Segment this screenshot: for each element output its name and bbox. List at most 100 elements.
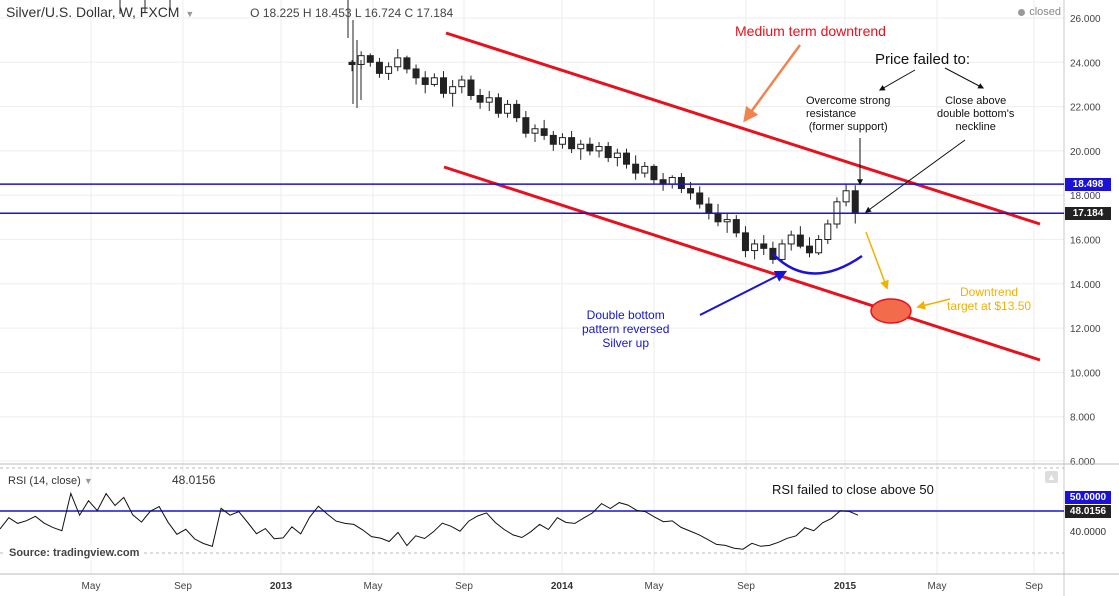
channel-upper-line	[445, 31, 1041, 226]
candle-body	[705, 203, 713, 214]
price-tick-label: 8.000	[1070, 413, 1095, 424]
status-dot-icon	[1018, 8, 1026, 16]
medium-trend-label: Medium term downtrend	[735, 23, 886, 39]
candle-body	[824, 223, 832, 240]
candle-body	[385, 66, 393, 74]
overcome-line-3: (former support)	[808, 121, 888, 133]
double-bottom-arrow	[699, 270, 788, 316]
time-tick-label: May	[928, 581, 947, 592]
double-bottom-line-1: Double bottom	[586, 308, 665, 322]
price-tick-label: 6.000	[1070, 457, 1095, 468]
close-line-2: double bottom's	[937, 108, 1015, 120]
candle-body	[604, 145, 612, 159]
close-line-1: Close above	[945, 95, 1007, 107]
candle-body	[815, 239, 823, 254]
channel-lower-line	[443, 165, 1041, 362]
price-tick-label: 16.000	[1070, 236, 1101, 247]
candle-body	[375, 61, 383, 74]
candle-body	[641, 165, 649, 174]
double-bottom-line-2: pattern reversed	[582, 322, 670, 336]
candle-body	[677, 176, 685, 190]
pointer-arrow	[944, 67, 985, 89]
candle-body	[696, 192, 704, 205]
candle-body	[778, 243, 786, 260]
rsi-tag-50: 50.0000	[1065, 491, 1111, 504]
symbol-dropdown-icon[interactable]: ▼	[185, 9, 195, 19]
candle-body	[796, 234, 804, 247]
candle-body	[558, 137, 566, 145]
candle-body	[769, 247, 777, 260]
candle-body	[458, 79, 466, 88]
target-arrow	[916, 298, 951, 310]
downtrend-target-label: Downtrend target at $13.50	[947, 285, 1031, 313]
candle-body	[595, 145, 603, 152]
candle-body	[586, 143, 594, 152]
rsi-dropdown-icon[interactable]: ▼	[83, 476, 93, 486]
candle-body	[760, 243, 768, 249]
candle-body	[741, 232, 749, 252]
candle-body	[540, 128, 548, 136]
candle-body	[485, 97, 493, 103]
time-tick-label: Sep	[737, 581, 755, 592]
time-tick-label: 2013	[270, 581, 293, 592]
ohlc-readout: O 18.225 H 18.453 L 16.724 C 17.184	[250, 6, 454, 20]
overcome-line-2: resistance	[806, 108, 857, 120]
market-status: closed	[1018, 6, 1061, 18]
overcome-resistance-label: Overcome strong resistance (former suppo…	[806, 95, 890, 134]
rsi-tag-current: 48.0156	[1065, 505, 1111, 518]
source-credit: Source: tradingview.com	[6, 546, 143, 560]
pointer-arrow	[865, 139, 966, 213]
price-tick-label: 14.000	[1070, 280, 1101, 291]
candle-body	[430, 77, 438, 85]
time-tick-label: Sep	[455, 581, 473, 592]
rsi-note-label: RSI failed to close above 50	[772, 482, 934, 497]
candle-body	[613, 152, 621, 159]
price-failed-label: Price failed to:	[875, 51, 971, 68]
overcome-line-1: Overcome strong	[806, 95, 891, 107]
candle-body	[806, 245, 813, 254]
time-tick-label: Sep	[1025, 581, 1043, 592]
maximize-pane-icon[interactable]: ▲	[1045, 471, 1058, 483]
candle-body	[723, 219, 731, 223]
symbol-title[interactable]: Silver/U.S. Dollar, W, FXCM	[6, 4, 180, 20]
candle-body	[623, 152, 630, 165]
candle-body	[421, 77, 429, 85]
candle-body	[632, 163, 640, 174]
target-line-1: Downtrend	[960, 285, 1019, 299]
candle-body	[842, 190, 850, 203]
double-bottom-arc	[772, 253, 863, 275]
rsi-title[interactable]: RSI (14, close)	[8, 475, 81, 487]
price-tick-label: 20.000	[1070, 147, 1101, 158]
candle-body	[668, 176, 676, 185]
time-tick-label: 2015	[834, 581, 857, 592]
candle-body	[366, 55, 374, 63]
rsi-header[interactable]: RSI (14, close) ▼	[8, 475, 93, 487]
price-tick-label: 26.000	[1070, 14, 1101, 25]
candle-body	[851, 190, 859, 214]
candle-body	[513, 103, 521, 119]
candle-body	[403, 57, 411, 70]
target-arrow	[865, 231, 889, 290]
candle-body	[476, 95, 484, 103]
price-tick-label: 10.000	[1070, 368, 1101, 379]
double-bottom-label: Double bottom pattern reversed Silver up	[582, 308, 669, 350]
rsi-tag-40: 40.0000	[1065, 526, 1111, 539]
close-line-3: neckline	[955, 121, 996, 133]
candle-body	[531, 128, 539, 134]
chart-header: Silver/U.S. Dollar, W, FXCM ▼ O 18.225 H…	[6, 4, 453, 20]
target-line-2: target at $13.50	[947, 299, 1032, 313]
price-tick-label: 24.000	[1070, 58, 1101, 69]
candle-body	[714, 212, 722, 223]
target-ellipse	[870, 298, 912, 324]
close-above-neckline-label: Close above double bottom's neckline	[937, 95, 1014, 134]
candle-body	[650, 165, 658, 181]
market-status-label: closed	[1029, 6, 1061, 18]
candle-body	[732, 219, 740, 234]
price-tag: 17.184	[1065, 207, 1111, 221]
double-bottom-line-3: Silver up	[602, 336, 650, 350]
candle-body	[412, 68, 420, 79]
time-tick-label: May	[364, 581, 383, 592]
time-tick-label: 2014	[551, 581, 574, 592]
